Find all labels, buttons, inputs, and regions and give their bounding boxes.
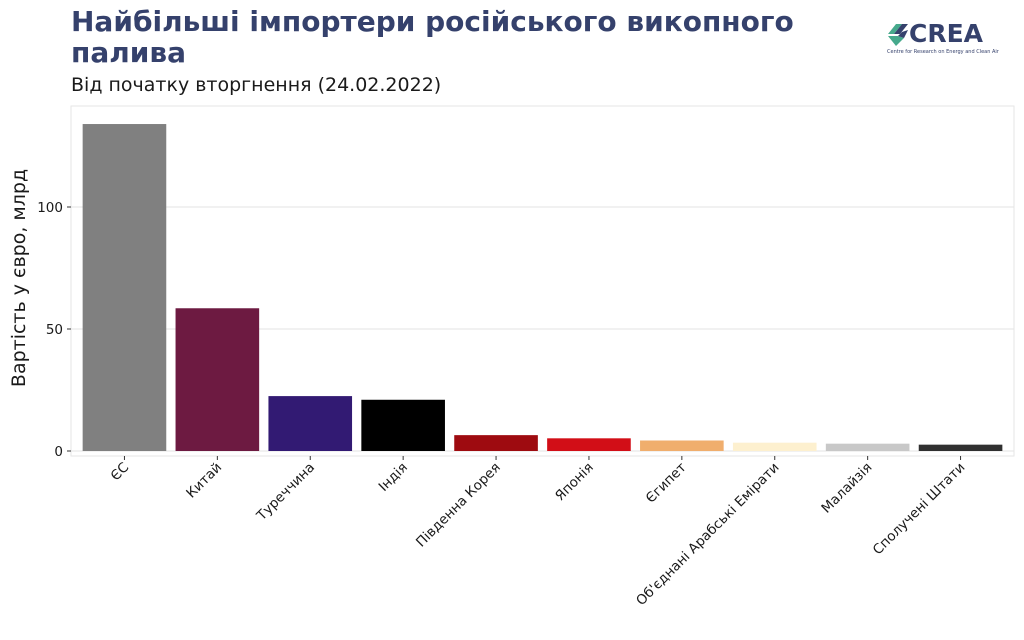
x-tick-label: Індія: [376, 460, 411, 495]
bar: [732, 442, 817, 451]
chart-subtitle: Від початку вторгнення (24.02.2022): [71, 74, 442, 96]
x-tick-label: ЄС: [108, 460, 133, 485]
y-axis-title: Вартість у євро, млрд: [8, 169, 30, 387]
bar: [175, 308, 260, 451]
x-tick-label: Південна Корея: [413, 460, 504, 551]
x-tick-label: Туреччина: [253, 460, 318, 525]
x-axis-ticks: ЄС Китай Туреччина Індія Південна Корея Японі…: [108, 456, 969, 609]
bar: [825, 443, 910, 451]
crea-logo-tagline: Centre for Research on Energy and Clean …: [887, 49, 1000, 55]
bar: [547, 438, 631, 451]
crea-logo-text: CREA: [909, 19, 984, 48]
bars: [82, 124, 1003, 451]
bar: [361, 399, 445, 451]
x-tick-label: Китай: [183, 460, 225, 502]
y-tick-label: 50: [46, 322, 63, 338]
x-tick-label: Сполучені Штати: [870, 460, 969, 559]
bar: [640, 440, 724, 451]
bar: [82, 124, 167, 451]
y-tick-label: 0: [54, 444, 63, 460]
x-tick-label: Єгипет: [643, 459, 690, 506]
bar: [918, 444, 1003, 451]
y-tick-label: 100: [37, 200, 63, 216]
y-axis-ticks: 0 50 100: [37, 200, 71, 460]
bar: [454, 435, 538, 451]
crea-logo: CREA Centre for Research on Energy and C…: [887, 19, 1000, 55]
crea-mark-icon: [888, 24, 908, 46]
x-tick-label: Японія: [552, 460, 597, 505]
bar: [268, 396, 353, 451]
chart-title: Найбільші імпортери російського викопног…: [71, 5, 794, 69]
x-tick-label: Малайзія: [818, 460, 875, 517]
